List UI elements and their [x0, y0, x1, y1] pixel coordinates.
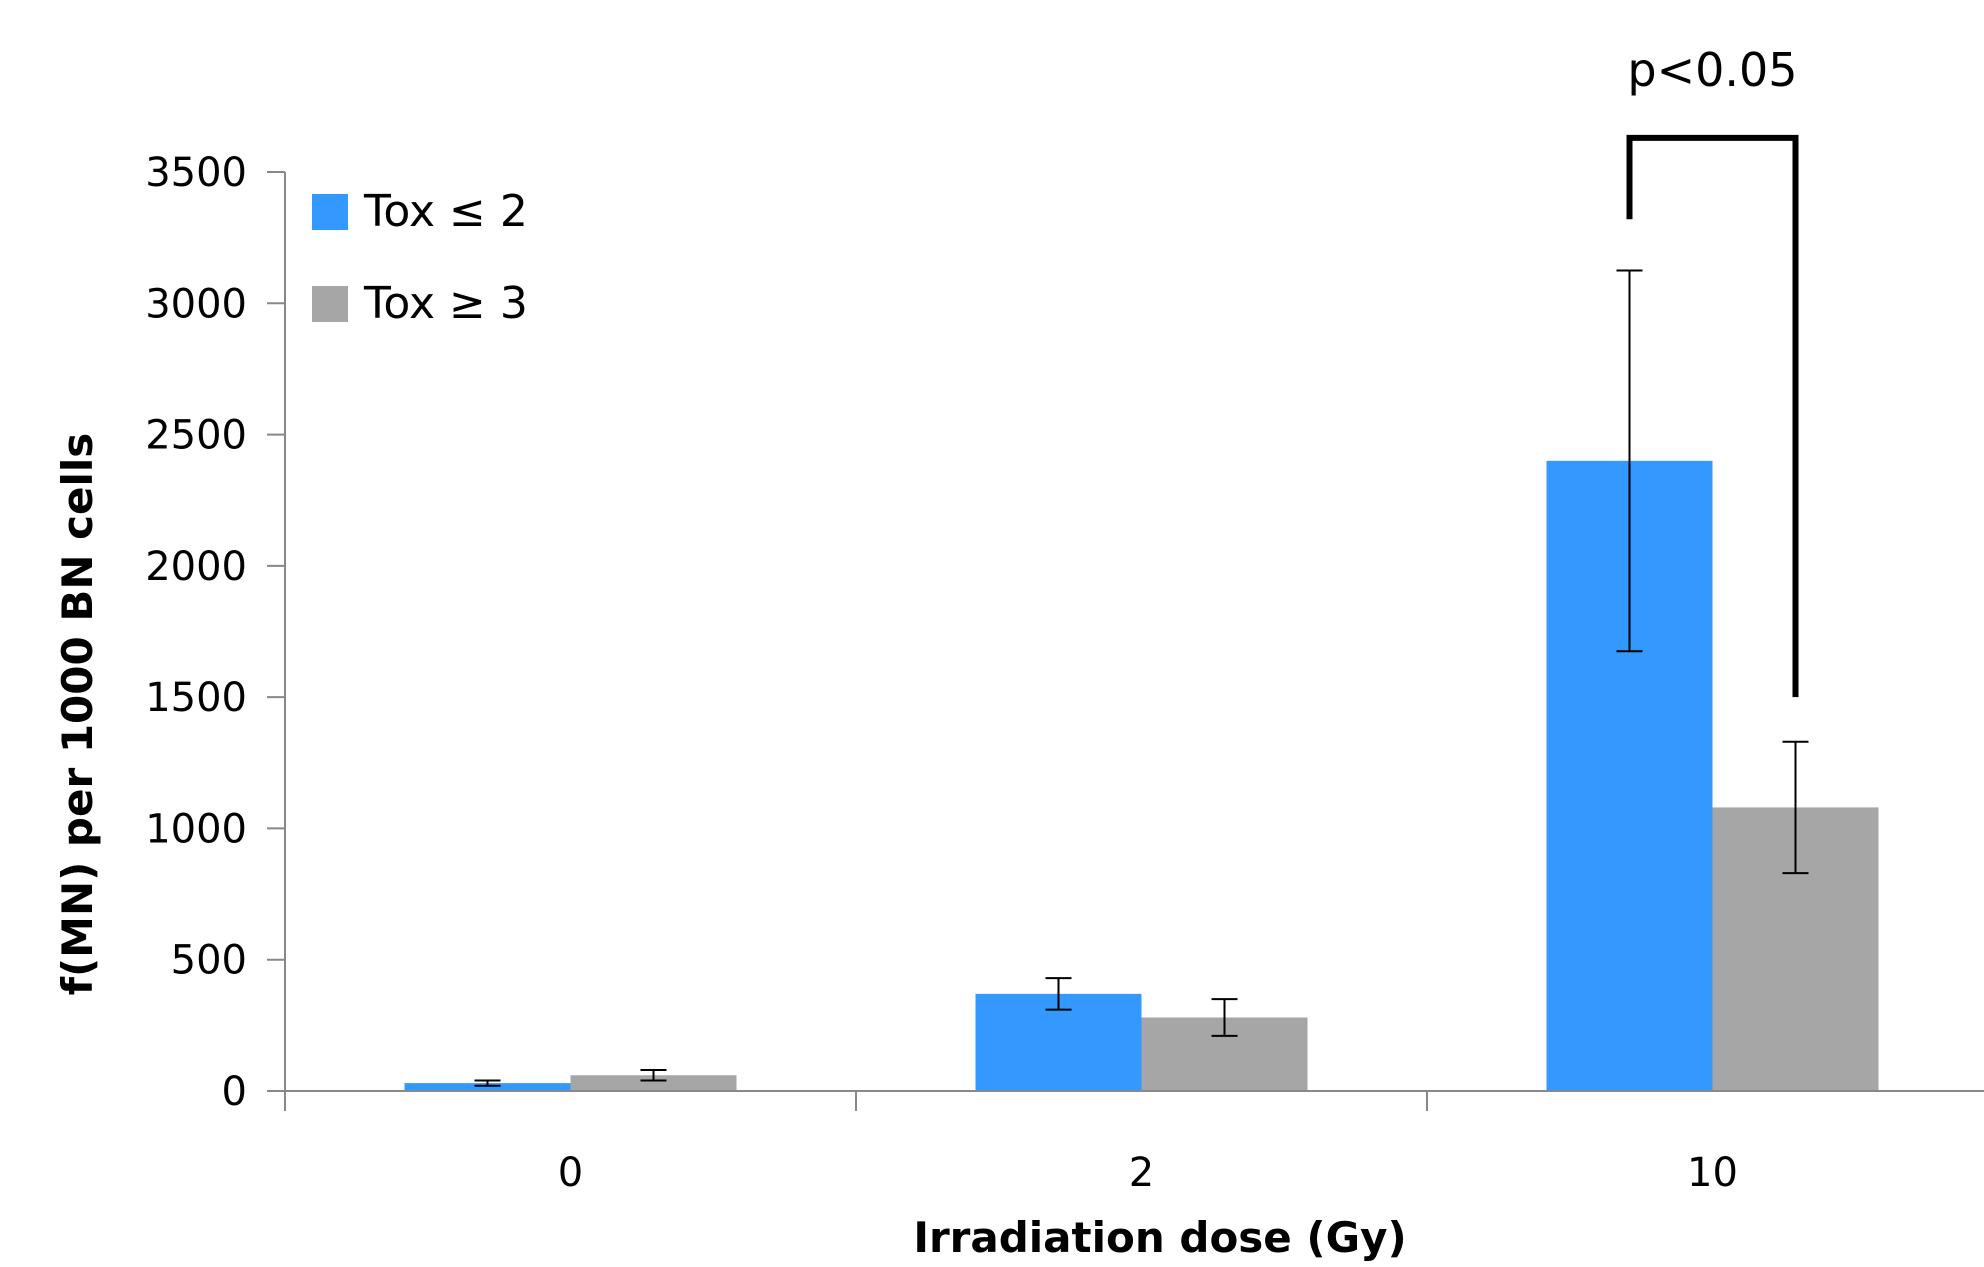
significance-label: p<0.05	[1627, 43, 1797, 97]
y-tick-label: 2000	[145, 544, 247, 590]
x-ticks-group: 0 2 10	[284, 1091, 1738, 1196]
legend-label-tox-le-2: Tox ≤ 2	[363, 186, 528, 237]
y-ticks-group: 0 500 1000 1500 2000 2500 3000 3500	[145, 150, 285, 1115]
bars-group	[404, 460, 1879, 1091]
y-tick-label: 0	[222, 1069, 247, 1115]
legend-swatch-tox-ge-3	[312, 286, 348, 322]
legend-swatch-tox-le-2	[312, 194, 348, 230]
x-tick-label: 2	[1129, 1150, 1154, 1196]
annotations-group: p<0.05	[1626, 43, 1799, 698]
error-bars-group	[474, 269, 1809, 1087]
axes-group	[284, 172, 1984, 1092]
significance-bracket	[1626, 134, 1799, 698]
legend: Tox ≤ 2 Tox ≥ 3	[312, 186, 528, 329]
y-tick-label: 3500	[145, 150, 247, 196]
y-tick-label: 500	[171, 938, 247, 984]
x-axis-title: Irradiation dose (Gy)	[913, 1213, 1406, 1262]
x-tick-label: 0	[558, 1150, 583, 1196]
x-tick-label: 10	[1687, 1150, 1738, 1196]
y-tick-label: 2500	[145, 413, 247, 459]
y-axis-title: f(MN) per 1000 BN cells	[53, 433, 102, 996]
bar-series-1-cat-0	[570, 1075, 737, 1091]
y-tick-label: 1000	[145, 806, 247, 852]
legend-label-tox-ge-3: Tox ≥ 3	[363, 278, 528, 329]
bar-series-0-cat-0	[404, 1083, 571, 1091]
y-tick-label: 3000	[145, 281, 247, 327]
y-tick-label: 1500	[145, 675, 247, 721]
plot-area: 0 500 1000 1500 2000 2500 3000 3500 0 2 10 p<0.05	[145, 43, 1984, 1196]
